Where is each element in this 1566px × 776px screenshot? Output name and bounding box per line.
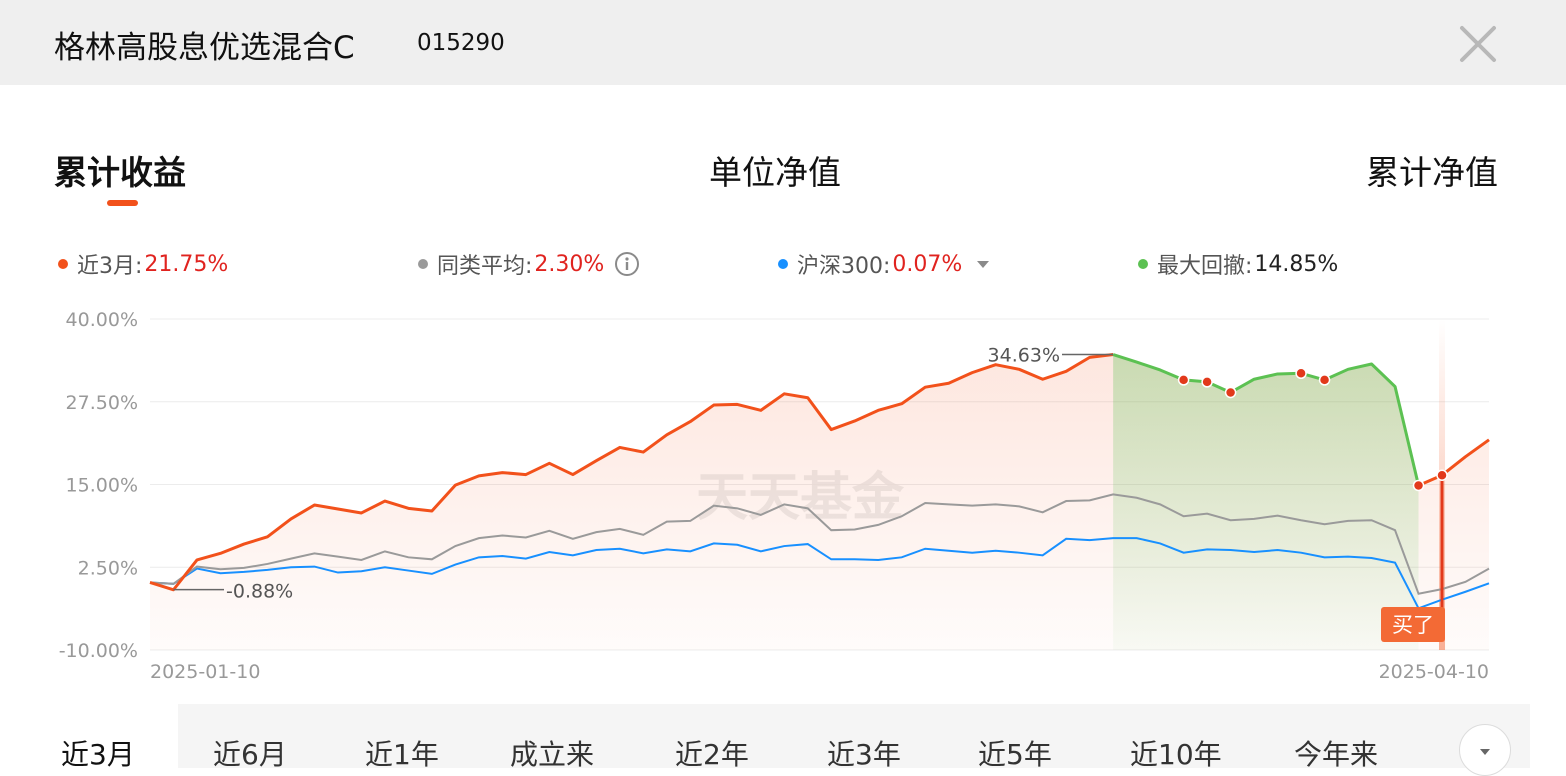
range-tab-3y[interactable]: 近3年 [827,738,901,771]
tab-cumulative-return[interactable]: 累计收益 [54,153,186,192]
page-header: 格林高股息优选混合C 015290 [0,0,1566,85]
range-tab-6m[interactable]: 近6月 [213,738,287,771]
fund-code: 015290 [417,30,505,56]
legend-index-label: 沪深300: [797,254,891,279]
trade-marker-dot[interactable] [1412,479,1425,492]
legend-peer-value: 2.30% [534,251,605,277]
range-tab-10y[interactable]: 近10年 [1130,738,1222,771]
expand-ranges-button[interactable] [1459,724,1511,776]
y-tick-label: 40.00% [66,309,138,331]
range-tab-2y[interactable]: 近2年 [675,738,749,771]
y-tick-label: 2.50% [78,557,138,579]
trade-marker-dot[interactable] [1177,374,1190,386]
x-tick-label-start: 2025-01-10 [150,661,260,683]
tab-unit-nav[interactable]: 单位净值 [709,153,841,192]
y-tick-label: -10.00% [59,640,138,662]
trade-marker-dot[interactable] [1318,374,1331,386]
trade-marker-dot[interactable] [1201,376,1213,388]
series-line-peer-average [149,493,1490,595]
series-line-drawdown [1112,353,1420,486]
legend-drawdown-label: 最大回撤: [1157,254,1253,279]
y-tick-label: 27.50% [66,392,138,414]
drawdown-area-fill [1113,354,1419,650]
legend-peer: 同类平均: 2.30% [418,248,640,280]
range-tab-1y[interactable]: 近1年 [365,738,439,771]
y-tick-label: 15.00% [66,475,138,497]
range-tab-inception[interactable]: 成立来 [510,738,595,771]
legend-index-value: 0.07% [892,251,963,277]
buy-badge[interactable] [1381,607,1445,642]
tab-cumulative-nav[interactable]: 累计净值 [1366,153,1498,192]
active-tab-indicator [107,200,138,206]
info-icon[interactable] [614,251,640,277]
max-annotation-label: 34.63% [988,345,1060,367]
buy-badge-label: 买了 [1392,613,1434,637]
legend-dot-index [778,259,788,269]
fund-name: 格林高股息优选混合C [54,30,355,66]
range-tab-ytd[interactable]: 今年来 [1294,738,1379,771]
return-chart[interactable]: 40.00% 27.50% 15.00% 2.50% -10.00% 2025-01-10… [0,300,1566,700]
trade-marker-dot[interactable] [1436,469,1448,481]
range-tab-5y[interactable]: 近5年 [978,738,1052,771]
range-selector-bar [178,704,1530,768]
series-line-csi300 [149,537,1490,610]
chevron-down-icon [1480,749,1490,755]
series-line-fund [149,353,1114,592]
legend-drawdown: 最大回撤: 14.85% [1138,248,1338,280]
x-tick-label-end: 2025-04-10 [1379,661,1489,683]
trade-marker-dot[interactable] [1224,386,1237,399]
legend-peer-label: 同类平均: [437,254,533,279]
series-line-fund-recent [1417,438,1490,487]
close-icon[interactable] [1452,18,1504,70]
legend-fund-value: 21.75% [144,251,229,277]
trade-marker-dot[interactable] [1295,367,1307,380]
legend-dot-fund [58,259,68,269]
legend-drawdown-value: 14.85% [1254,251,1339,277]
range-tab-3m[interactable]: 近3月 [61,738,135,771]
min-annotation-label: -0.88% [226,581,293,603]
legend-fund: 近3月: 21.75% [58,248,228,280]
legend-index[interactable]: 沪深300: 0.07% [778,248,990,280]
caret-down-icon[interactable] [976,259,990,269]
legend-dot-drawdown [1138,259,1148,269]
legend-fund-label: 近3月: [77,254,143,279]
legend-dot-peer [418,259,428,269]
